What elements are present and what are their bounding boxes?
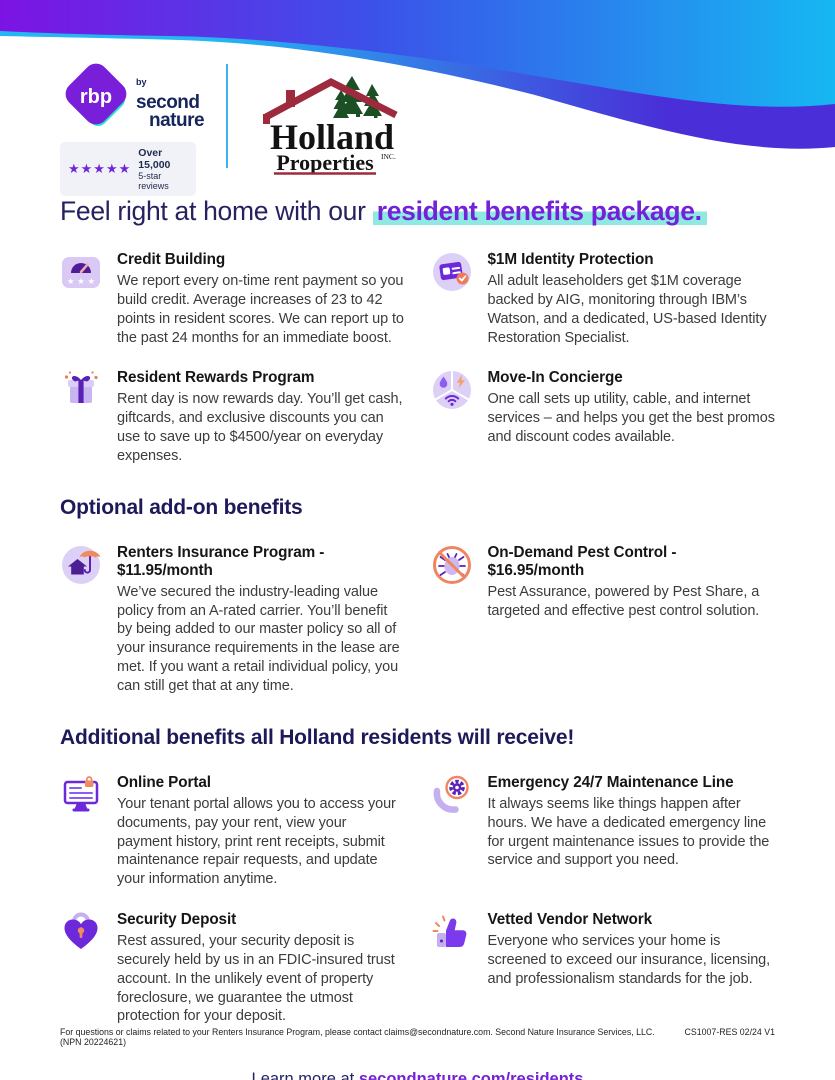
learn-more-line: Learn more at secondnature.com/residents (60, 1070, 775, 1080)
additional-benefits-grid: Online Portal Your tenant portal allows … (60, 774, 775, 1026)
benefit-credit-building: ★ ★ ★ Credit Building We report every on… (60, 251, 405, 347)
roofline-icon (263, 78, 398, 124)
benefit-body: It always seems like things happen after… (487, 795, 770, 869)
logo-divider (226, 64, 228, 168)
benefit-rewards-program: Resident Rewards Program Rent day is now… (60, 369, 405, 465)
brand-word-nature: nature (149, 109, 205, 131)
reviews-count: Over 15,000 (138, 147, 171, 171)
thumbs-up-icon (431, 911, 473, 953)
benefit-body: Rest assured, your security deposit is s… (117, 933, 395, 1025)
benefit-renters-insurance: Renters Insurance Program - $11.95/month… (60, 544, 405, 696)
svg-text:Holland: Holland (270, 117, 394, 157)
benefit-title: Emergency 24/7 Maintenance Line (487, 773, 734, 791)
holland-properties-logo: Holland Properties INC. (248, 70, 416, 185)
benefit-title: Resident Rewards Program (117, 369, 315, 387)
reviews-badge: ★★★★★ Over 15,000 5-star reviews (60, 142, 196, 196)
document-code: CS1007-RES 02/24 V1 (684, 1027, 775, 1037)
benefit-pest-control: On-Demand Pest Control - $16.95/month Pe… (431, 544, 776, 696)
credit-meter-icon: ★ ★ ★ (60, 251, 102, 293)
benefit-emergency-maintenance: Emergency 24/7 Maintenance Line It alway… (431, 774, 776, 889)
benefit-title: On-Demand Pest Control - $16.95/month (487, 543, 677, 579)
optional-benefits-heading: Optional add-on benefits (60, 495, 303, 519)
id-badge-icon (431, 251, 473, 293)
benefit-title: $1M Identity Protection (487, 251, 654, 268)
benefit-title: Credit Building (117, 251, 226, 268)
core-benefits-grid: ★ ★ ★ Credit Building We report every on… (60, 251, 775, 466)
header-wave-graphic (0, 0, 835, 149)
svg-text:rbp: rbp (80, 86, 112, 108)
benefit-identity-protection: $1M Identity Protection All adult leaseh… (431, 251, 776, 347)
heart-lock-icon (60, 911, 102, 953)
home-umbrella-icon (60, 544, 102, 586)
reviews-label: 5-star reviews (138, 171, 169, 191)
benefit-title: Vetted Vendor Network (487, 911, 653, 929)
benefit-title: Renters Insurance Program - $11.95/month (117, 543, 325, 579)
svg-text:Properties: Properties (276, 150, 374, 175)
learn-more-link[interactable]: secondnature.com/residents (358, 1070, 584, 1080)
benefit-body: Pest Assurance, powered by Pest Share, a… (487, 583, 760, 619)
utilities-icon (431, 369, 473, 411)
benefit-move-in-concierge: Move-In Concierge One call sets up utili… (431, 369, 776, 465)
phone-gear-icon (431, 774, 473, 816)
page-title-prefix: Feel right at home with our (60, 196, 373, 226)
learn-more-prefix: Learn more at (251, 1070, 359, 1080)
benefit-vetted-vendors: Vetted Vendor Network Everyone who servi… (431, 911, 776, 1026)
benefit-body: All adult leaseholders get $1M coverage … (487, 273, 767, 346)
benefit-title: Move-In Concierge (487, 369, 623, 387)
page-title: Feel right at home with our resident ben… (60, 196, 775, 227)
rbp-logo-icon: rbp (65, 63, 127, 126)
benefit-body: Everyone who services your home is scree… (487, 933, 771, 987)
brand-word-second: second (136, 91, 200, 113)
brand-row: rbp by second nature ★★★★★ Over 15,000 5… (60, 60, 416, 196)
svg-text:INC.: INC. (381, 152, 396, 161)
benefit-body: We report every on-time rent payment so … (117, 273, 404, 346)
svg-text:★ ★ ★: ★ ★ ★ (67, 277, 96, 287)
benefit-title: Online Portal (117, 773, 211, 791)
benefit-body: Rent day is now rewards day. You’ll get … (117, 391, 403, 464)
online-portal-icon (60, 774, 102, 816)
optional-benefits-grid: Renters Insurance Program - $11.95/month… (60, 544, 775, 696)
second-nature-wordmark: by second nature (136, 77, 205, 131)
rbp-logo-block: rbp by second nature ★★★★★ Over 15,000 5… (60, 60, 205, 196)
benefit-body: One call sets up utility, cable, and int… (487, 391, 775, 446)
five-stars-icon: ★★★★★ (68, 161, 132, 177)
gift-icon (60, 369, 102, 411)
benefit-body: Your tenant portal allows you to access … (117, 795, 396, 888)
benefit-security-deposit: Security Deposit Rest assured, your secu… (60, 911, 405, 1026)
additional-benefits-heading: Additional benefits all Holland resident… (60, 725, 575, 749)
no-pest-icon (431, 544, 473, 586)
page-title-highlight: resident benefits package. (372, 196, 707, 226)
by-label: by (136, 77, 147, 88)
insurance-disclaimer: For questions or claims related to your … (60, 1027, 655, 1047)
benefit-body: We’ve secured the industry-leading value… (117, 583, 400, 694)
benefit-title: Security Deposit (117, 911, 237, 929)
benefit-online-portal: Online Portal Your tenant portal allows … (60, 774, 405, 889)
fineprint-row: For questions or claims related to your … (60, 1027, 775, 1047)
